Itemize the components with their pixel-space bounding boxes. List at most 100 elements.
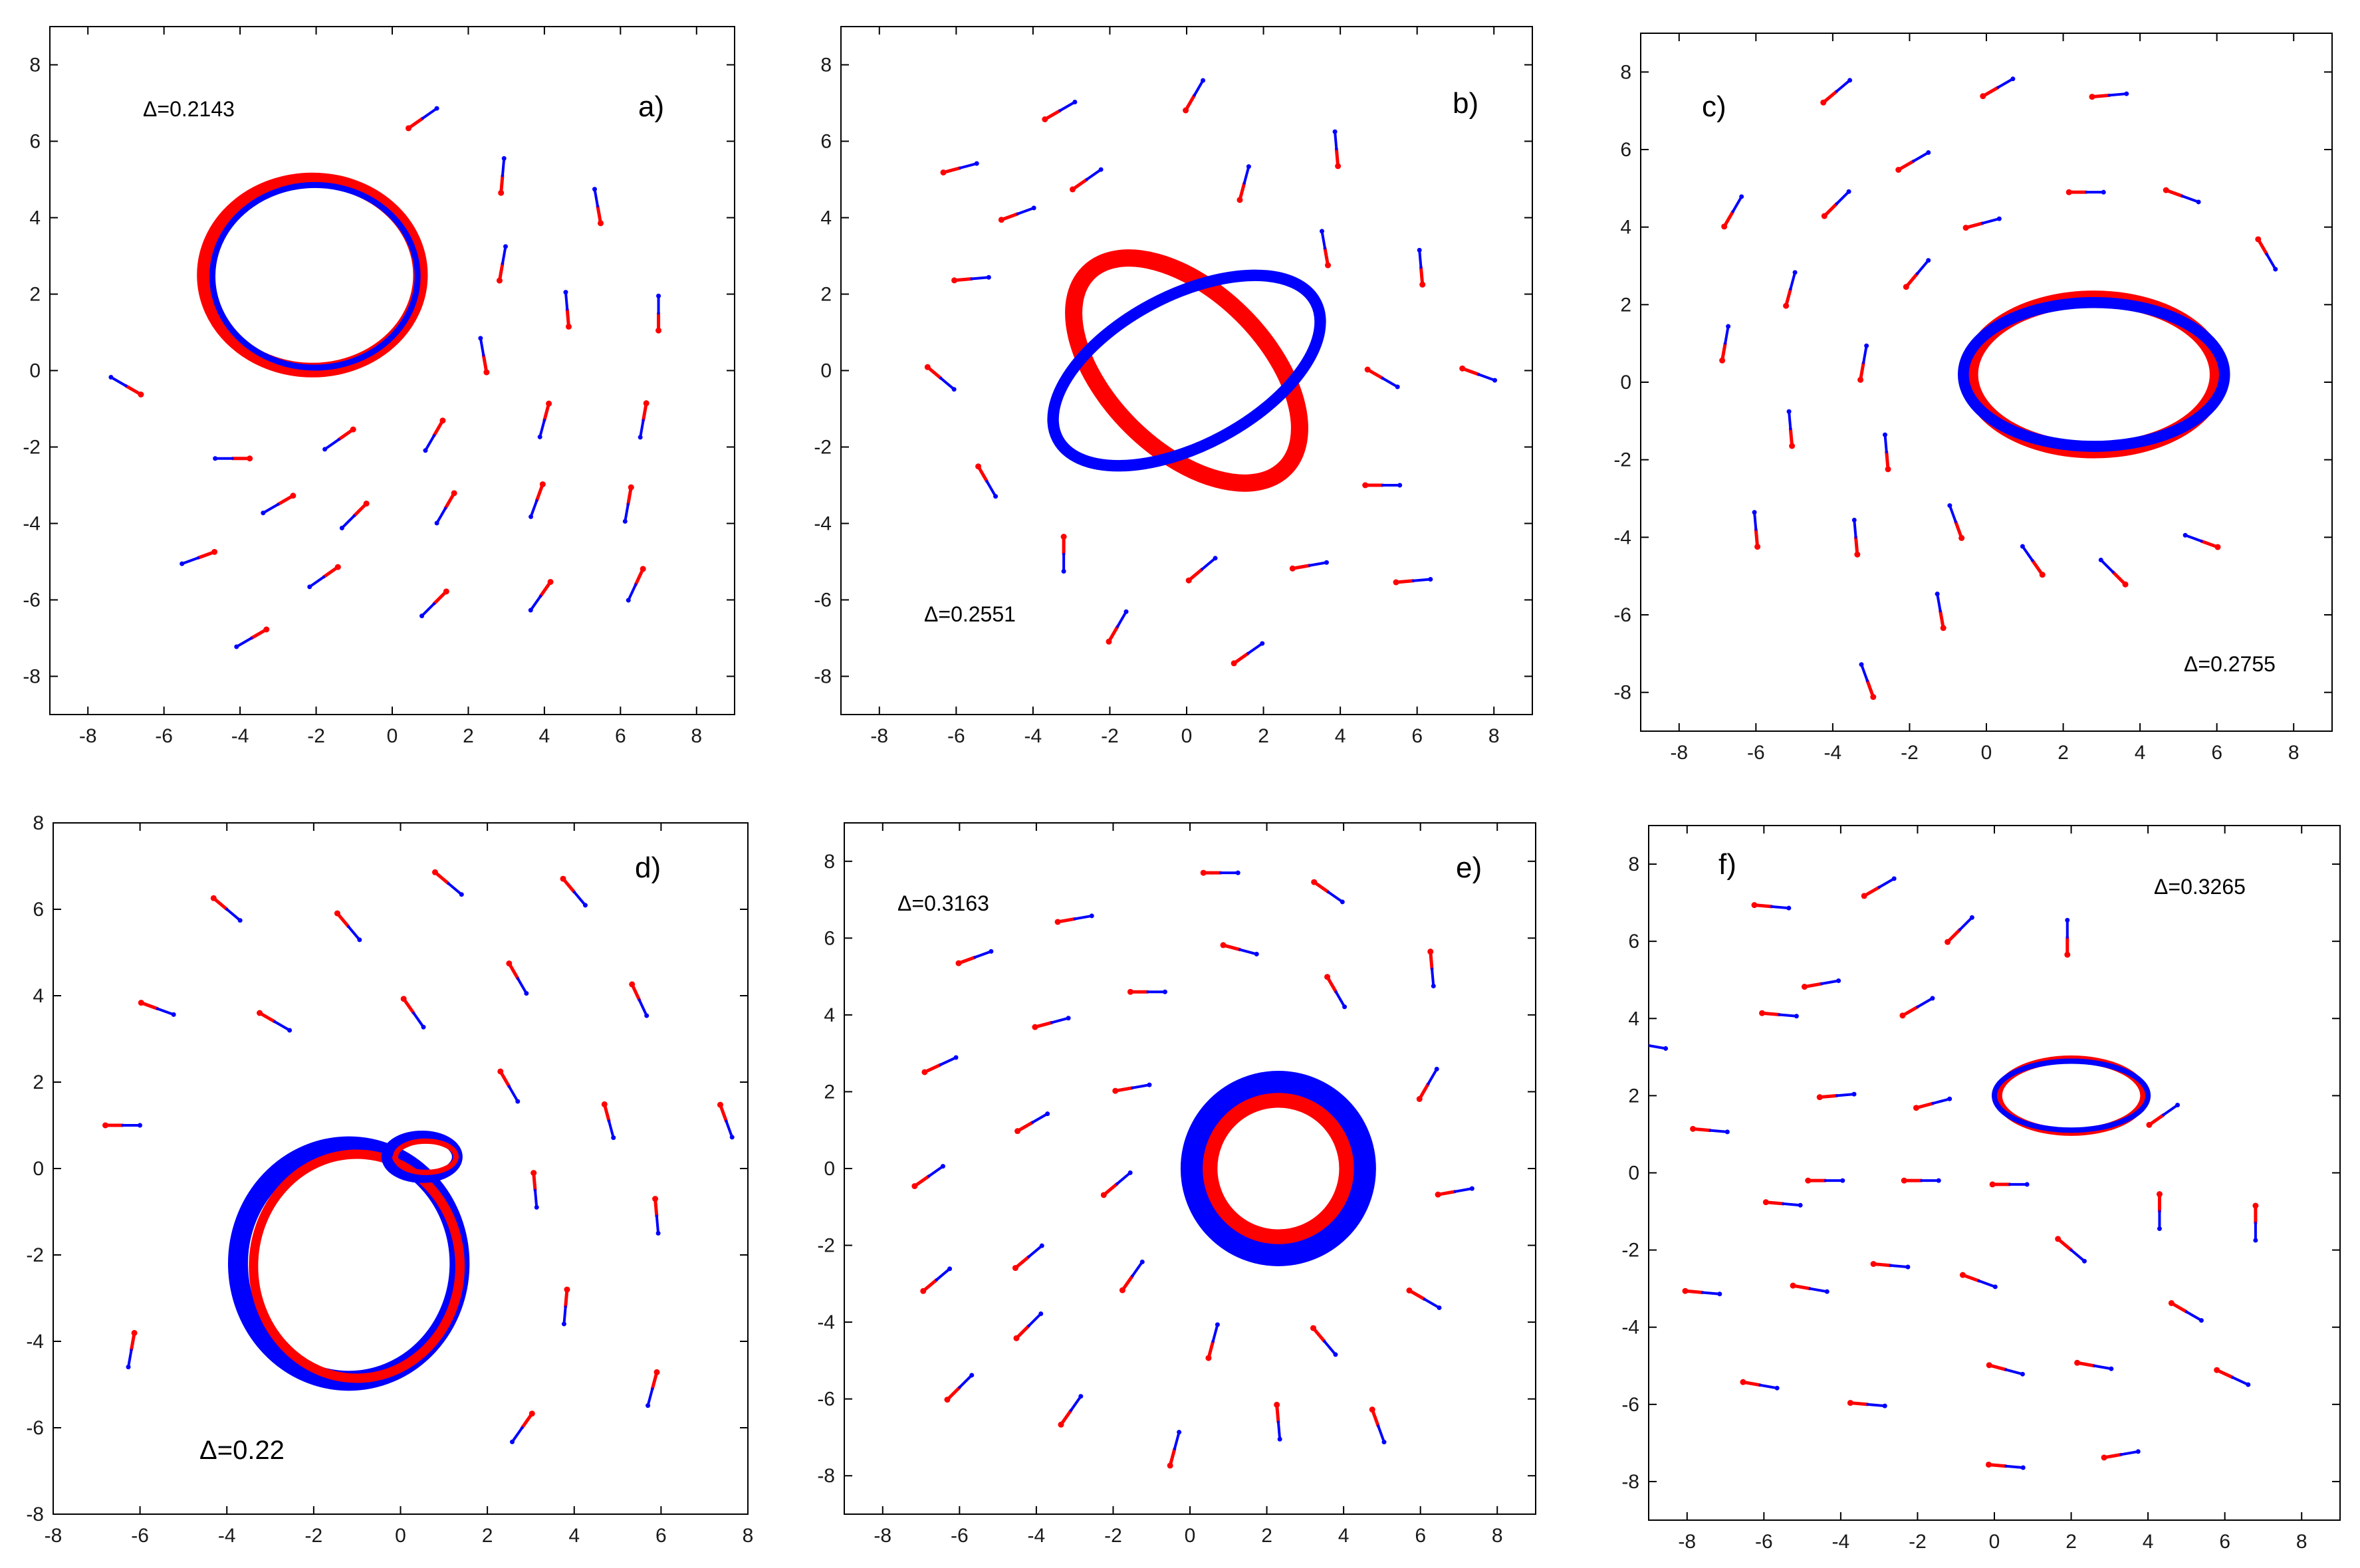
vector-glyph — [2214, 1367, 2251, 1387]
vector-tail-dot — [431, 869, 438, 875]
vector-tail-dot — [257, 1010, 263, 1016]
x-tick-label: -2 — [1101, 725, 1119, 747]
vector-glyph — [1870, 1261, 1911, 1270]
vector-glyph — [2252, 1202, 2259, 1243]
vector-tail-dot — [1324, 974, 1331, 980]
vector-glyph — [1060, 534, 1067, 574]
vector-head-dot — [459, 892, 464, 897]
vector-head — [562, 1305, 567, 1325]
panel-label: c) — [1702, 90, 1726, 123]
vector-glyph — [1200, 869, 1240, 876]
x-tick-label: -4 — [231, 725, 249, 747]
vector-glyph — [531, 1170, 539, 1210]
x-tick-label: 4 — [2135, 742, 2146, 764]
vector-head — [1308, 561, 1328, 567]
vector-glyph — [626, 566, 646, 603]
vector-tail-dot — [1690, 1125, 1697, 1132]
x-tick-label: 8 — [691, 725, 702, 747]
vector-tail-dot — [211, 548, 218, 555]
vector-glyph — [405, 106, 439, 132]
vector-head-dot — [419, 614, 425, 619]
vector-head-dot — [1882, 1403, 1887, 1408]
vector-tail-dot — [1820, 99, 1827, 106]
x-tick-label: -2 — [1901, 742, 1919, 764]
x-tick-label: 6 — [2219, 1531, 2230, 1553]
vector-glyph — [622, 484, 634, 524]
vector-glyph — [2163, 187, 2201, 205]
vector-head — [1649, 1044, 1667, 1050]
vector-tail-dot — [1958, 534, 1965, 541]
y-tick-label: -6 — [814, 590, 832, 612]
vector-tail-dot — [629, 981, 636, 988]
vector-tail-dot — [2252, 1202, 2259, 1209]
vector-head — [1788, 410, 1792, 430]
vector-head-dot — [2273, 267, 2278, 272]
y-tick-label: 6 — [1620, 139, 1631, 161]
y-tick-label: -8 — [814, 666, 832, 688]
vector-head — [1411, 578, 1432, 582]
x-tick-label: 4 — [1338, 1525, 1350, 1547]
vector-glyph — [497, 1068, 521, 1104]
vector-tail-dot — [483, 369, 490, 376]
vector-head-dot — [1319, 229, 1324, 234]
x-tick-label: 8 — [1488, 725, 1500, 747]
ring-blue — [1180, 1071, 1376, 1266]
vector-head-dot — [2253, 1238, 2258, 1243]
vector-glyph — [528, 578, 554, 613]
vector-tail-dot — [2064, 951, 2071, 958]
vector-glyph — [1167, 1430, 1182, 1469]
y-tick-label: -2 — [26, 1244, 44, 1266]
vector-head — [970, 276, 991, 280]
x-tick-label: -2 — [307, 725, 325, 747]
vector-head — [420, 602, 435, 617]
x-tick-label: 0 — [395, 1525, 406, 1547]
vector-head — [1866, 1402, 1887, 1408]
vector-tail-dot — [911, 1182, 918, 1189]
vector-head-dot — [1417, 247, 1422, 253]
x-tick-label: 0 — [1185, 1525, 1196, 1547]
vector-glyph — [1012, 1243, 1044, 1272]
vector-glyph — [1786, 409, 1796, 449]
vector-head-dot — [1851, 1091, 1857, 1097]
vector-head-dot — [1395, 384, 1400, 390]
vector-head-dot — [1098, 167, 1104, 172]
vector-glyph — [1311, 879, 1345, 905]
vector-glyph — [951, 275, 991, 284]
vector-tail-dot — [334, 564, 341, 570]
y-tick-label: 2 — [820, 284, 832, 306]
vector-head — [1246, 642, 1264, 655]
vector-glyph — [509, 1410, 535, 1444]
vector-head-dot — [1437, 1305, 1442, 1310]
vector-head-dot — [434, 520, 439, 526]
vector-head — [958, 1373, 973, 1389]
vector-head-dot — [1066, 1016, 1071, 1021]
vector-glyph — [234, 626, 270, 649]
vector-head-dot — [2010, 76, 2016, 82]
vector-head — [1808, 1287, 1829, 1293]
x-tick-label: 2 — [2058, 742, 2069, 764]
vector-head-dot — [644, 1013, 649, 1018]
vector-head-dot — [1969, 915, 1974, 920]
vector-glyph — [322, 426, 356, 452]
vector-head-dot — [1139, 1259, 1145, 1264]
y-tick-label: 0 — [820, 360, 832, 382]
plot-area — [108, 106, 662, 649]
vector-glyph — [334, 910, 362, 943]
vector-head-dot — [1147, 1082, 1152, 1087]
vector-tail-dot — [2039, 572, 2046, 578]
y-tick-label: -8 — [817, 1465, 835, 1487]
vector-glyph — [1406, 1287, 1442, 1310]
vector-head — [1418, 249, 1423, 269]
vector-head — [2184, 1310, 2203, 1322]
vector-head-dot — [1201, 78, 1206, 83]
vector-head — [1709, 1129, 1729, 1133]
x-tick-label: 8 — [2288, 742, 2300, 764]
vector-tail-dot — [643, 400, 649, 407]
vector-head — [1431, 967, 1435, 988]
vector-tail-dot — [539, 481, 546, 488]
vector-head — [1031, 1112, 1049, 1124]
vector-glyph — [1690, 1125, 1730, 1135]
vector-head — [1058, 100, 1076, 112]
y-tick-label: -8 — [1621, 1471, 1639, 1493]
